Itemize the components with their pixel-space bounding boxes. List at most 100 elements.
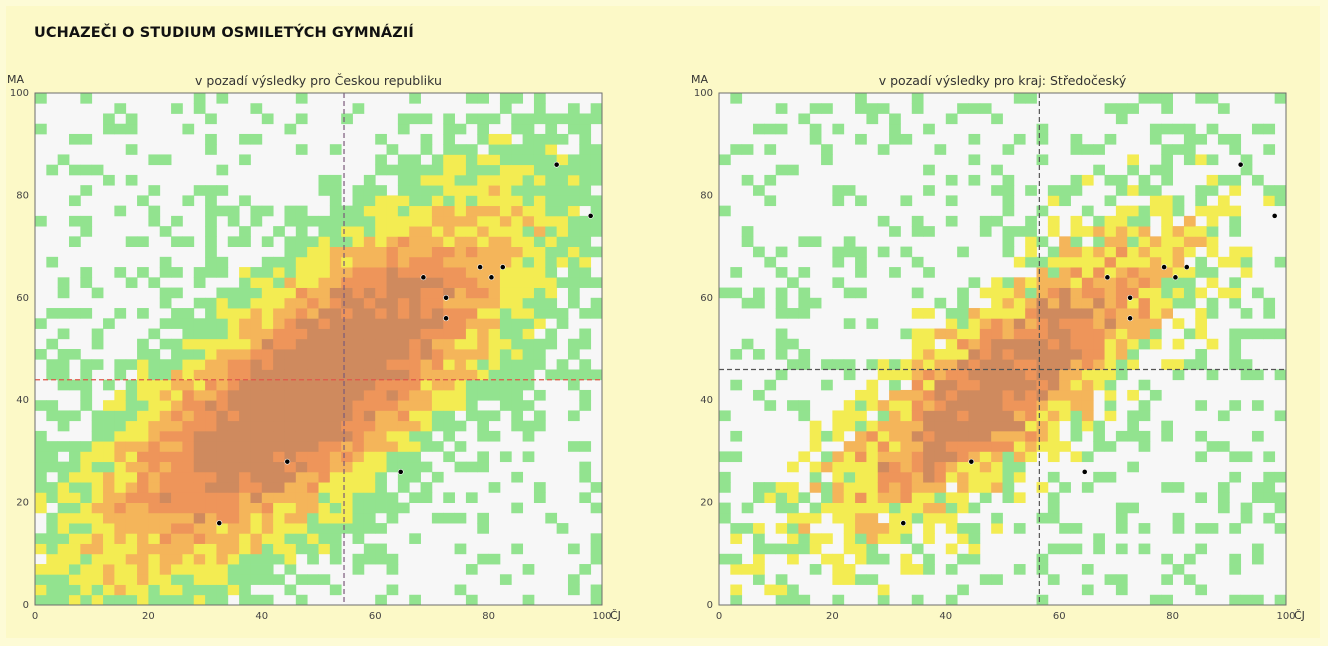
density-cell xyxy=(80,471,93,483)
density-cell xyxy=(182,359,195,370)
density-cell xyxy=(855,502,867,514)
density-cell xyxy=(1013,471,1026,483)
density-cell xyxy=(1070,185,1083,196)
density-cell xyxy=(465,144,478,155)
density-cell xyxy=(775,297,788,309)
density-cell xyxy=(1195,267,1208,278)
density-cell xyxy=(866,543,879,555)
density-cell xyxy=(533,113,546,125)
density-cell xyxy=(1025,328,1037,340)
density-cell xyxy=(431,308,444,319)
density-cell xyxy=(239,410,251,422)
density-cell xyxy=(545,512,558,524)
density-cell xyxy=(409,195,421,207)
density-cell xyxy=(477,267,489,278)
density-cell xyxy=(137,349,149,360)
density-cell xyxy=(866,441,879,452)
density-cell xyxy=(454,400,467,411)
density-cell xyxy=(1104,103,1117,114)
density-cell xyxy=(80,400,93,411)
density-cell xyxy=(454,215,467,227)
density-cell xyxy=(397,369,410,381)
density-cell xyxy=(1013,410,1026,422)
density-cell xyxy=(923,349,935,360)
density-cell xyxy=(250,502,263,514)
density-cell xyxy=(855,256,867,268)
highlight-point xyxy=(1127,315,1133,322)
density-cell xyxy=(443,359,455,370)
density-cell xyxy=(329,359,342,370)
density-cell xyxy=(182,308,195,319)
density-cell xyxy=(1002,144,1015,155)
density-cell xyxy=(1115,287,1128,299)
density-cell xyxy=(216,451,229,463)
density-cell xyxy=(1206,308,1219,319)
density-cell xyxy=(579,461,592,473)
density-cell xyxy=(911,441,924,452)
density-cell xyxy=(1183,328,1196,340)
density-cell xyxy=(35,349,47,360)
x-tick-label: 0 xyxy=(716,611,722,622)
density-cell xyxy=(900,502,913,514)
density-cell xyxy=(375,195,387,207)
density-cell xyxy=(341,349,353,360)
density-cell xyxy=(193,297,206,309)
density-cell xyxy=(843,420,856,432)
density-cell xyxy=(979,492,992,503)
page-title: UCHAZEČI O STUDIUM OSMILETÝCH GYMNÁZIÍ xyxy=(34,25,414,41)
density-cell xyxy=(46,533,59,544)
density-cell xyxy=(295,144,308,155)
density-cell xyxy=(934,461,947,473)
density-cell xyxy=(1138,441,1151,452)
density-cell xyxy=(193,461,206,473)
density-cell xyxy=(1161,164,1173,176)
density-cell xyxy=(397,174,410,186)
density-cell xyxy=(465,174,478,186)
density-cell xyxy=(420,226,433,237)
density-cell xyxy=(477,359,489,370)
density-cell xyxy=(1206,523,1219,534)
density-cell xyxy=(454,543,467,555)
density-cell xyxy=(556,246,569,258)
density-cell xyxy=(511,543,524,555)
density-cell xyxy=(363,430,376,442)
density-cell xyxy=(420,144,433,155)
density-cell xyxy=(979,103,992,114)
density-cell xyxy=(137,502,149,514)
density-cell xyxy=(511,420,524,432)
density-cell xyxy=(431,318,444,329)
density-cell xyxy=(261,533,274,544)
density-cell xyxy=(125,359,138,370)
density-cell xyxy=(329,461,342,473)
density-cell xyxy=(1059,287,1071,299)
density-cell xyxy=(1206,215,1219,227)
density-cell xyxy=(193,482,206,493)
density-cell xyxy=(477,287,489,299)
density-cell xyxy=(991,359,1003,370)
density-cell xyxy=(477,185,489,196)
density-cell xyxy=(1025,246,1037,258)
density-cell xyxy=(205,133,217,145)
density-cell xyxy=(216,205,229,217)
density-cell xyxy=(900,420,913,432)
density-cell xyxy=(352,185,365,196)
density-cell xyxy=(730,523,743,534)
density-cell xyxy=(363,318,376,329)
density-cell xyxy=(1149,246,1162,258)
density-cell xyxy=(375,318,387,329)
density-cell xyxy=(295,338,308,350)
density-cell xyxy=(488,308,501,319)
density-cell xyxy=(923,564,935,575)
density-cell xyxy=(787,482,799,493)
density-cell xyxy=(329,287,342,299)
x-tick-label: 60 xyxy=(369,611,382,622)
density-cell xyxy=(103,482,115,493)
density-cell xyxy=(91,461,104,473)
density-cell xyxy=(216,349,229,360)
density-cell xyxy=(137,430,149,442)
density-cell xyxy=(1206,246,1219,258)
density-cell xyxy=(821,154,833,166)
density-cell xyxy=(35,584,47,596)
density-cell xyxy=(1172,512,1185,524)
density-cell xyxy=(171,103,183,114)
